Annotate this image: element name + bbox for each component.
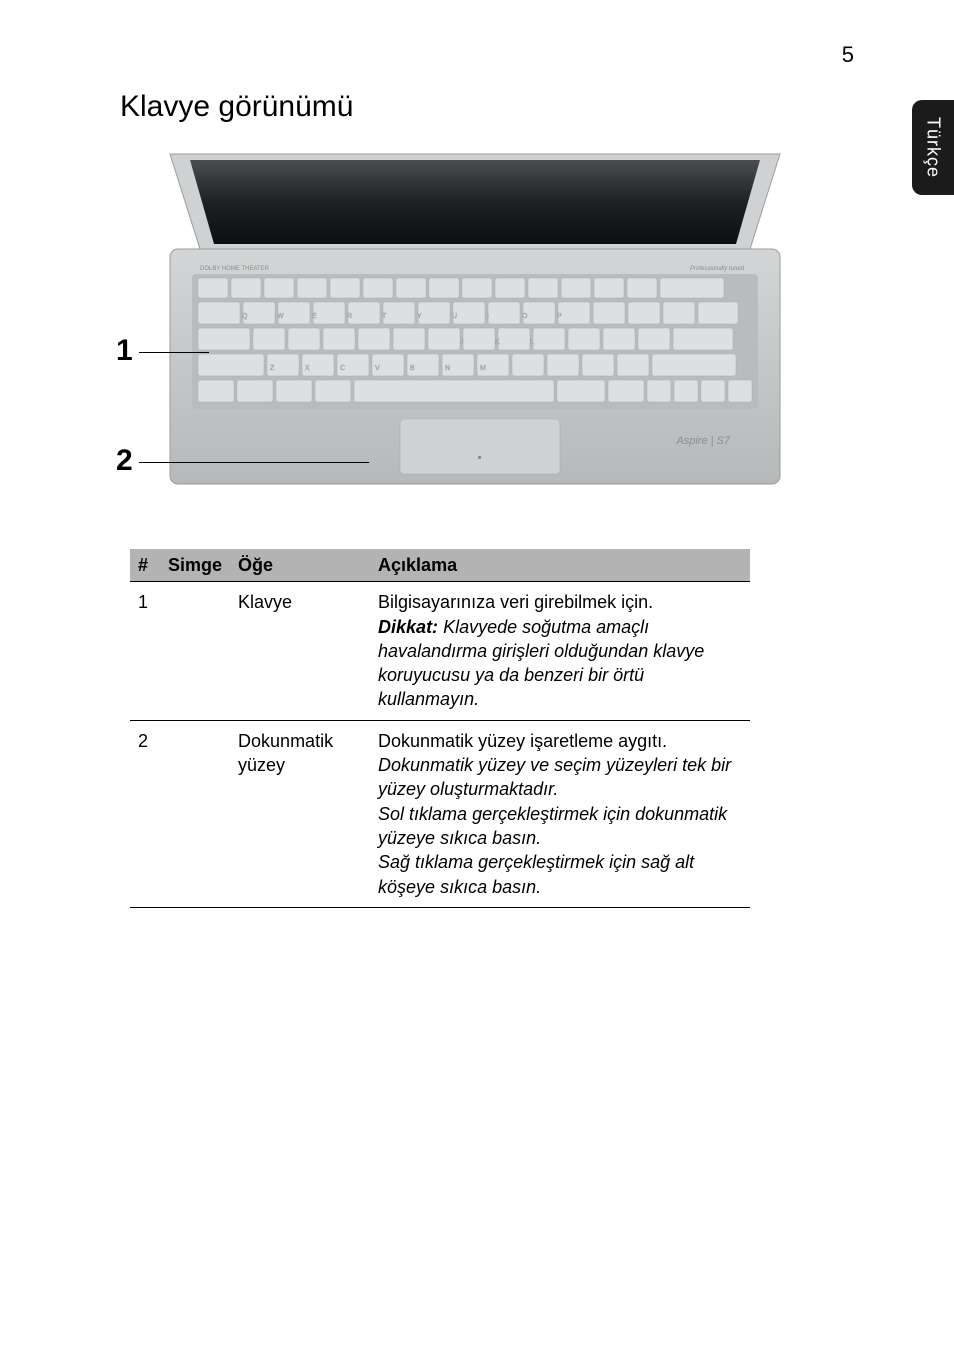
cell-num: 2: [130, 720, 160, 907]
col-desc: Açıklama: [370, 549, 750, 582]
cell-num: 1: [130, 582, 160, 720]
language-tab: Türkçe: [912, 100, 954, 195]
page-number: 5: [842, 42, 854, 68]
svg-text:P: P: [557, 313, 562, 320]
svg-text:Q: Q: [242, 313, 248, 320]
svg-text:C: C: [340, 365, 345, 372]
table-row: 1 Klavye Bilgisayarınıza veri girebilmek…: [130, 582, 750, 720]
cell-desc: Bilgisayarınıza veri girebilmek için. Di…: [370, 582, 750, 720]
svg-text:E: E: [312, 313, 317, 320]
tuned-label: Professionally tuned: [690, 266, 745, 272]
cell-item: Dokunmatik yüzey: [230, 720, 370, 907]
dolby-label: DOLBY HOME THEATER: [200, 266, 270, 272]
language-tab-label: Türkçe: [923, 117, 944, 178]
spec-table: # Simge Öğe Açıklama 1 Klavye Bilgisayar…: [130, 549, 750, 908]
table-row: 2 Dokunmatik yüzey Dokunmatik yüzey işar…: [130, 720, 750, 907]
page: 5 Türkçe Klavye görünümü 1 2: [0, 0, 954, 1369]
table-header-row: # Simge Öğe Açıklama: [130, 549, 750, 582]
page-title: Klavye görünümü: [120, 90, 864, 124]
svg-text:W: W: [277, 313, 284, 320]
svg-text:M: M: [480, 365, 486, 372]
svg-text:Y: Y: [417, 313, 422, 320]
callout-2: 2: [116, 444, 369, 478]
cell-desc: Dokunmatik yüzey işaretleme aygıtı. Doku…: [370, 720, 750, 907]
svg-text:V: V: [375, 365, 380, 372]
svg-text:U: U: [452, 313, 457, 320]
svg-text:I: I: [487, 313, 489, 320]
svg-text:L: L: [530, 339, 534, 346]
svg-text:Z: Z: [270, 365, 275, 372]
svg-text:R: R: [347, 313, 352, 320]
brand-text: Aspire | S7: [675, 435, 730, 447]
col-icon: Simge: [160, 549, 230, 582]
svg-text:K: K: [495, 339, 500, 346]
svg-text:O: O: [522, 313, 528, 320]
trackpad: [400, 419, 560, 474]
svg-text:T: T: [382, 313, 387, 320]
col-num: #: [130, 549, 160, 582]
svg-text:N: N: [445, 365, 450, 372]
cell-item: Klavye: [230, 582, 370, 720]
svg-text:B: B: [410, 365, 415, 372]
callout-1: 1: [116, 334, 209, 368]
keyboard-keys: Q W E R T Y U I O P Z X C V B N M J K L: [198, 278, 752, 402]
illustration: 1 2 DOLBY HOME TH: [130, 144, 820, 509]
cell-icon: [160, 582, 230, 720]
cell-icon: [160, 720, 230, 907]
col-item: Öğe: [230, 549, 370, 582]
svg-text:J: J: [460, 339, 464, 346]
svg-text:X: X: [305, 365, 310, 372]
